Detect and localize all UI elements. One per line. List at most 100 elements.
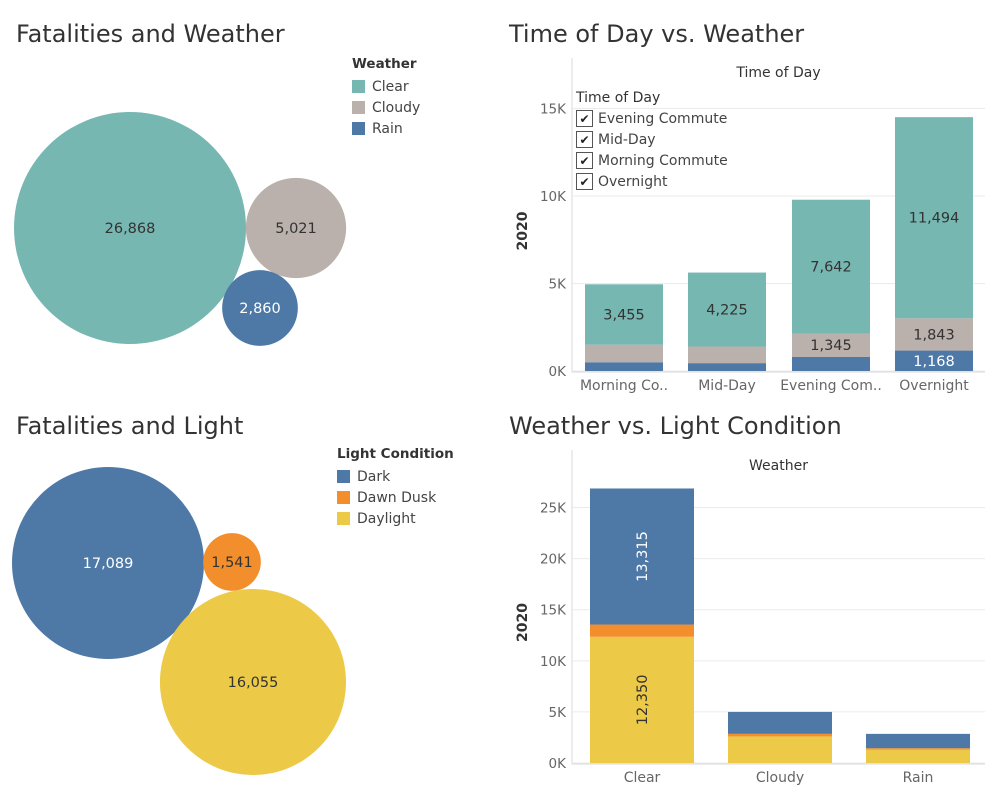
weather_light-data-label-clear-daylight: 12,350 (635, 675, 651, 726)
weather_light-bar-rain-dark (866, 733, 970, 749)
bubble-label-cloudy: 5,021 (275, 221, 317, 237)
filter-label-overnight: Overnight (598, 173, 668, 190)
time_of_day-bar-mid-day-rain (688, 363, 766, 371)
weather_light-y-axis-label: 2020 (515, 603, 531, 642)
bubble-label-clear: 26,868 (105, 221, 156, 237)
daylight-swatch (337, 512, 350, 525)
fatalities-light-title: Fatalities and Light (16, 412, 244, 440)
checkbox-morning-commute[interactable]: ✔ (576, 152, 593, 169)
time_of_day-data-label-overnight-clear: 11,494 (909, 211, 960, 227)
bubble-label-daylight: 16,055 (228, 675, 279, 691)
weather_light-bar-clear-dawn-dusk (590, 624, 694, 637)
time_of_day-bar-evening-com-cloudy (792, 333, 870, 357)
weather_light-xtick-rain: Rain (903, 770, 934, 786)
time_of_day-ytick-label: 10K (540, 189, 567, 205)
weather_light-bar-clear-dark (590, 488, 694, 625)
light-legend: Light Condition Dark Dawn Dusk Daylight (337, 446, 454, 529)
time_of_day-bar-mid-day-clear (688, 272, 766, 347)
weather-legend: Weather Clear Cloudy Rain (352, 56, 420, 139)
time_of_day-bar-evening-com-clear (792, 199, 870, 334)
bubble-label-dawn-dusk: 1,541 (211, 555, 253, 571)
legend-label-clear: Clear (372, 78, 409, 95)
time_of_day-data-label-evening-com-cloudy: 1,345 (810, 338, 852, 354)
legend-label-daylight: Daylight (357, 510, 416, 527)
time_of_day-bar-evening-com-rain (792, 357, 870, 371)
weather_light-bar-rain-dawn-dusk (866, 748, 970, 750)
fatalities-weather-title: Fatalities and Weather (16, 20, 285, 48)
weather_light-bar-clear-daylight (590, 636, 694, 763)
bubble-dawn-dusk (203, 533, 261, 591)
time_of_day-bar-morning-co-clear (585, 284, 663, 345)
cloudy-swatch (352, 101, 365, 114)
bubble-daylight (159, 588, 347, 776)
legend-item-dark[interactable]: Dark (337, 466, 454, 487)
bubble-label-dark: 17,089 (83, 556, 134, 572)
time_of_day-data-label-evening-com-clear: 7,642 (810, 260, 852, 276)
time_of_day-xtick-overnight: Overnight (899, 378, 969, 394)
legend-label-dark: Dark (357, 468, 391, 485)
weather-light-title: Weather vs. Light Condition (509, 412, 842, 440)
bubble-rain (222, 270, 298, 346)
time-of-day-title: Time of Day vs. Weather (509, 20, 805, 48)
weather_light-bar-cloudy-dawn-dusk (728, 733, 832, 737)
legend-item-cloudy[interactable]: Cloudy (352, 97, 420, 118)
filter-item-mid-day[interactable]: ✔ Mid-Day (576, 129, 728, 150)
legend-label-dawn-dusk: Dawn Dusk (357, 489, 437, 506)
time_of_day-bar-overnight-clear (895, 117, 973, 319)
time_of_day-xtick-mid-day: Mid-Day (698, 378, 756, 394)
bubble-clear (14, 112, 246, 344)
weather-legend-title: Weather (352, 56, 417, 72)
rain-swatch (352, 122, 365, 135)
filter-item-overnight[interactable]: ✔ Overnight (576, 171, 728, 192)
clear-swatch (352, 80, 365, 93)
weather_light-ytick-label: 20K (540, 552, 567, 568)
time_of_day-xtick-morning-co: Morning Co.. (580, 378, 668, 394)
filter-item-evening-commute[interactable]: ✔ Evening Commute (576, 108, 728, 129)
weather_light-xtick-clear: Clear (624, 770, 661, 786)
weather_light-bar-cloudy-daylight (728, 736, 832, 763)
bubble-cloudy (245, 177, 347, 279)
legend-item-dawn-dusk[interactable]: Dawn Dusk (337, 487, 454, 508)
time_of_day-bar-overnight-cloudy (895, 318, 973, 351)
legend-label-cloudy: Cloudy (372, 99, 421, 116)
time_of_day-data-label-mid-day-clear: 4,225 (706, 303, 748, 319)
time_of_day-data-label-overnight-rain: 1,168 (913, 354, 955, 370)
time_of_day-data-label-morning-co-clear: 3,455 (603, 308, 645, 324)
weather_light-data-label-clear-dark: 13,315 (635, 531, 651, 582)
checkbox-mid-day[interactable]: ✔ (576, 131, 593, 148)
bubble-dark (12, 467, 204, 659)
dawn-dusk-swatch (337, 491, 350, 504)
time_of_day-ytick-label: 15K (540, 102, 567, 118)
weather_light-ytick-label: 5K (549, 705, 568, 721)
bubble-label-rain: 2,860 (239, 301, 281, 317)
legend-item-clear[interactable]: Clear (352, 76, 420, 97)
time_of_day-ytick-label: 0K (549, 364, 568, 380)
legend-item-daylight[interactable]: Daylight (337, 508, 454, 529)
filter-label-evening-commute: Evening Commute (598, 110, 728, 127)
weather_light-ytick-label: 25K (540, 501, 567, 517)
weather_light-bar-cloudy-dark (728, 711, 832, 734)
time_of_day-ytick-label: 5K (549, 277, 568, 293)
filter-item-morning-commute[interactable]: ✔ Morning Commute (576, 150, 728, 171)
filter-label-morning-commute: Morning Commute (598, 152, 728, 169)
weather_light-header: Weather (749, 458, 808, 474)
weather_light-ytick-label: 15K (540, 603, 567, 619)
time_of_day-y-axis-label: 2020 (515, 211, 531, 250)
time-of-day-filter: Time of Day ✔ Evening Commute ✔ Mid-Day … (576, 90, 728, 192)
time_of_day-data-label-overnight-cloudy: 1,843 (913, 327, 955, 343)
time_of_day-bar-overnight-rain (895, 350, 973, 371)
legend-item-rain[interactable]: Rain (352, 118, 420, 139)
time_of_day-header: Time of Day (735, 65, 820, 81)
time_of_day-bar-morning-co-rain (585, 362, 663, 371)
legend-label-rain: Rain (372, 120, 403, 137)
weather_light-ytick-label: 0K (549, 756, 568, 772)
checkbox-overnight[interactable]: ✔ (576, 173, 593, 190)
filter-label-mid-day: Mid-Day (598, 131, 656, 148)
time_of_day-bar-mid-day-cloudy (688, 346, 766, 364)
weather_light-bar-rain-daylight (866, 749, 970, 763)
checkbox-evening-commute[interactable]: ✔ (576, 110, 593, 127)
dark-swatch (337, 470, 350, 483)
weather_light-xtick-cloudy: Cloudy (756, 770, 804, 786)
light-legend-title: Light Condition (337, 446, 454, 462)
